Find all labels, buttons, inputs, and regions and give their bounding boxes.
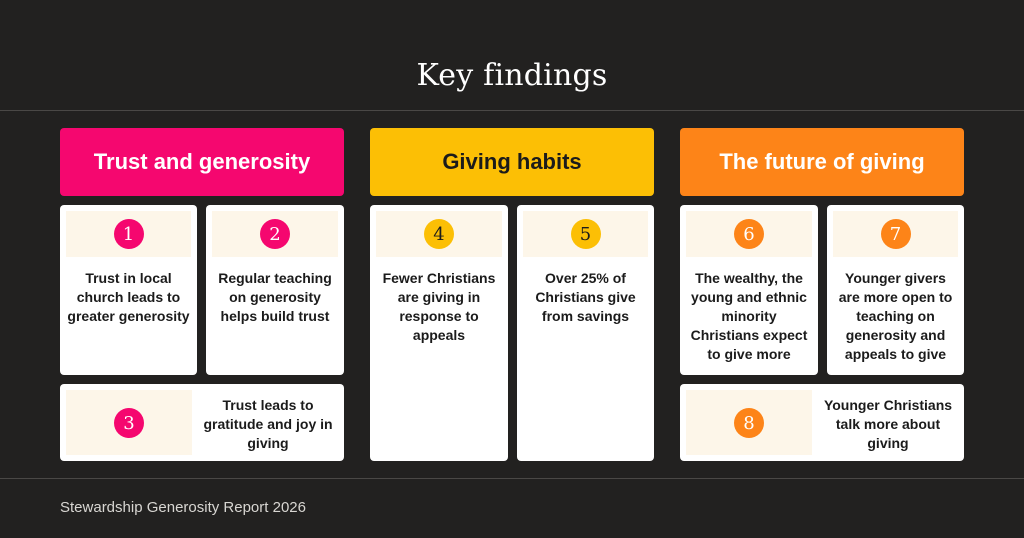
finding-card-3: 3 Trust leads to gratitude and joy in gi… [60,384,344,461]
finding-card-2: 2 Regular teaching on generosity helps b… [206,205,344,375]
finding-number-badge: 7 [880,219,911,249]
finding-number-badge: 8 [734,408,764,438]
finding-card-1: 1 Trust in local church leads to greater… [60,205,197,375]
finding-card-8: 8 Younger Christians talk more about giv… [680,384,964,461]
top-divider [0,110,1024,111]
finding-number-badge: 6 [734,219,764,249]
finding-text: The wealthy, the young and ethnic minori… [690,270,808,362]
finding-number-badge: 2 [260,219,290,249]
finding-text: Trust leads to gratitude and joy in givi… [203,397,333,451]
finding-number-badge: 1 [113,219,144,249]
finding-text: Younger givers are more open to teaching… [838,270,953,362]
finding-number-badge: 5 [570,219,601,249]
finding-card-4: 4 Fewer Christians are giving in respons… [370,205,508,461]
section-header-giving-habits: Giving habits [370,128,654,196]
finding-card-6: 6 The wealthy, the young and ethnic mino… [680,205,818,375]
footer-report-name: Stewardship Generosity Report 2026 [60,499,306,516]
finding-text: Regular teaching on generosity helps bui… [218,270,332,324]
finding-number-badge: 4 [424,219,454,249]
finding-text: Trust in local church leads to greater g… [67,270,190,324]
finding-text: Fewer Christians are giving in response … [382,270,496,343]
page-title: Key findings [416,58,608,93]
section-header-future: The future of giving [680,128,964,196]
finding-number-badge: 3 [114,408,144,438]
finding-text: Over 25% of Christians give from savings [535,270,636,324]
section-header-trust: Trust and generosity [60,128,344,196]
finding-card-5: 5 Over 25% of Christians give from savin… [517,205,654,461]
finding-card-7: 7 Younger givers are more open to teachi… [827,205,964,375]
finding-text: Younger Christians talk more about givin… [823,397,953,451]
bottom-divider [0,478,1024,479]
